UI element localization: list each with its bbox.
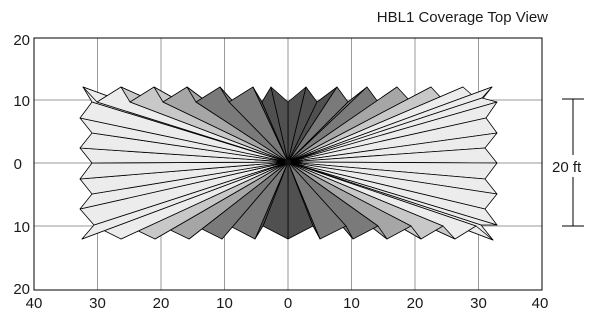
y-axis-ticks: 20 10 0 10 20 (13, 32, 30, 298)
y-tick-label: 20 (13, 281, 30, 298)
dimension-marker: 20 ft (552, 98, 584, 227)
x-axis-ticks: 40 30 20 10 0 10 20 30 40 (26, 295, 549, 312)
x-tick-label: 30 (89, 295, 106, 312)
coverage-pattern (79, 86, 498, 241)
x-tick-label: 20 (153, 295, 170, 312)
x-tick-label: 10 (343, 295, 360, 312)
fixture-center (285, 159, 291, 165)
y-tick-label: 10 (13, 93, 30, 110)
x-tick-label: 0 (284, 295, 292, 312)
x-tick-label: 10 (216, 295, 233, 312)
x-tick-label: 30 (470, 295, 487, 312)
y-tick-label: 0 (14, 156, 22, 173)
dimension-label: 20 ft (552, 159, 582, 176)
diagram-title: HBL1 Coverage Top View (377, 9, 548, 26)
x-tick-label: 40 (532, 295, 549, 312)
coverage-beam (270, 86, 289, 163)
plot-frame (33, 37, 543, 291)
x-tick-label: 40 (26, 295, 43, 312)
y-tick-label: 10 (13, 219, 30, 236)
y-tick-label: 20 (13, 32, 30, 49)
x-tick-label: 20 (407, 295, 424, 312)
